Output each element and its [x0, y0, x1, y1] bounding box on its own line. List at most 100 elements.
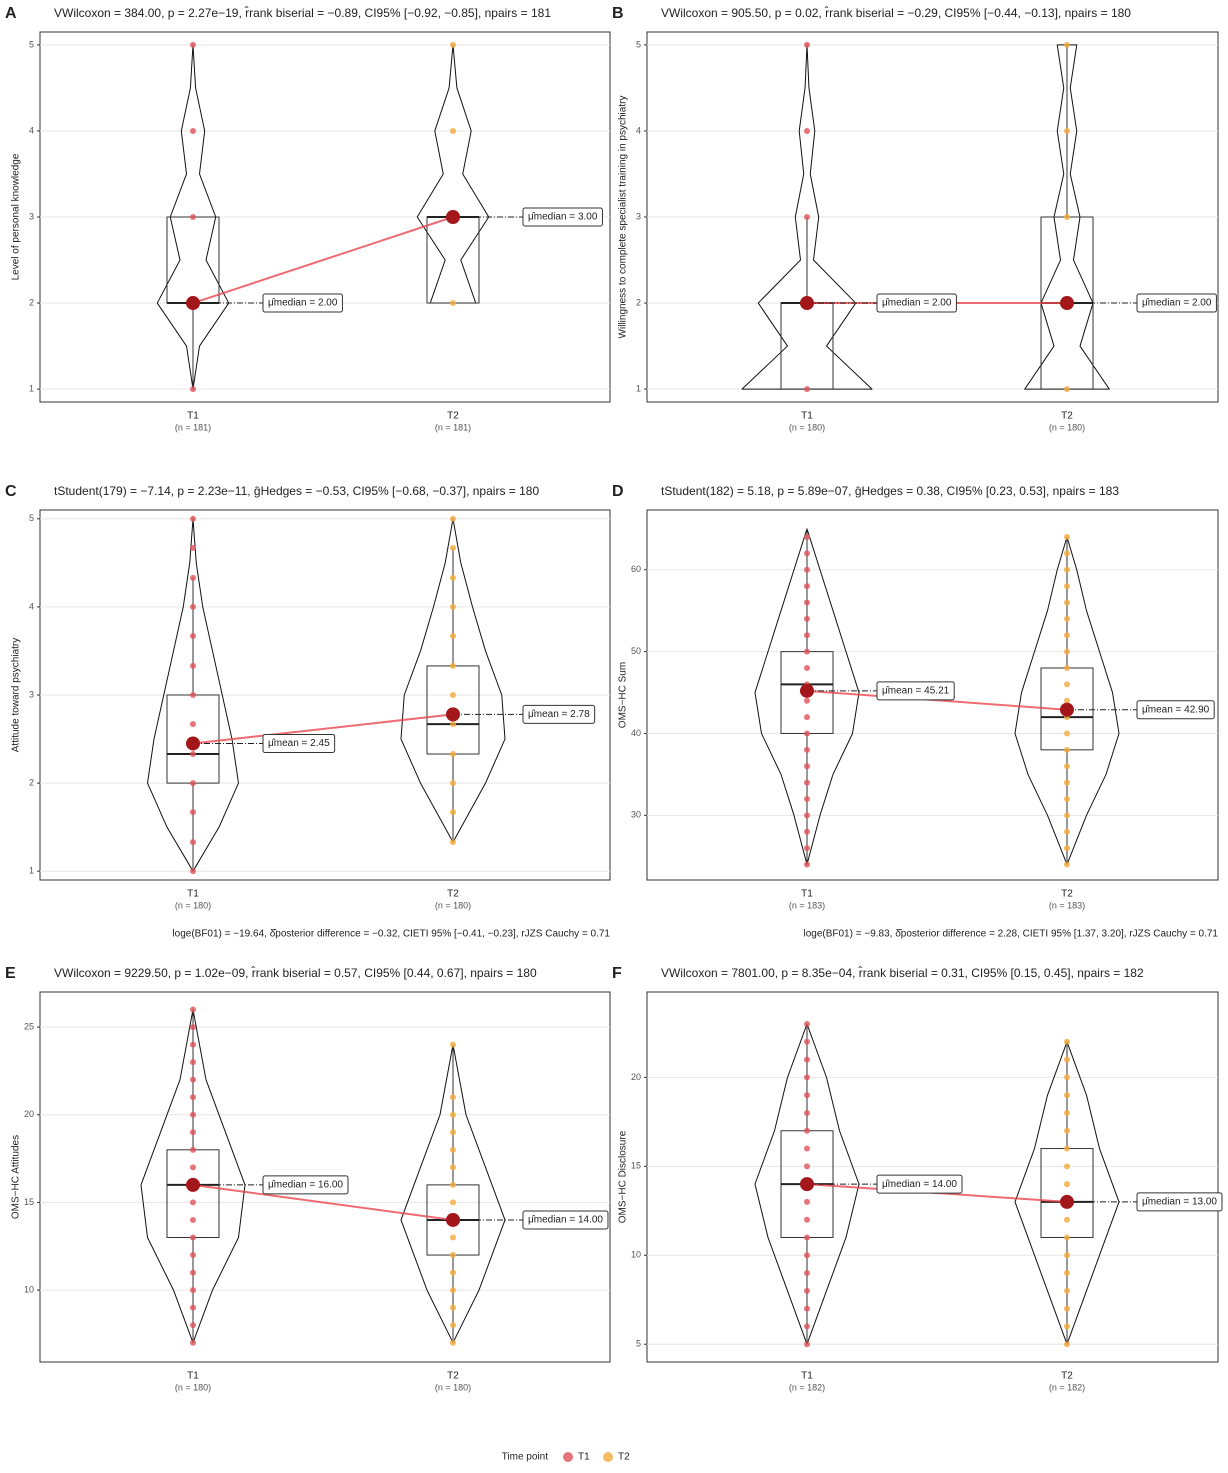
y-tick-label: 5 — [636, 1339, 641, 1349]
data-point — [804, 1127, 810, 1134]
center-point — [1060, 1194, 1074, 1209]
data-point — [1064, 1056, 1070, 1063]
legend-label: T2 — [618, 1452, 630, 1463]
subtitle: VWilcoxon = 9229.50, p = 1.02e−09, r̂ran… — [54, 965, 537, 980]
label-box — [262, 1175, 349, 1195]
data-point — [1064, 1181, 1070, 1188]
y-tick-label: 2 — [636, 297, 641, 307]
data-point — [450, 544, 456, 551]
data-point — [1064, 214, 1070, 220]
center-line — [192, 216, 454, 304]
data-point — [1064, 795, 1070, 802]
n-label: (n = 180) — [1049, 422, 1085, 432]
center-label: μ̂mean = 2.78 — [528, 708, 590, 720]
data-point — [804, 386, 810, 393]
center-label: μ̂median = 2.00 — [268, 297, 338, 309]
y-tick-label: 15 — [631, 1161, 641, 1171]
data-point — [804, 1270, 810, 1277]
panel-letter: F — [612, 965, 622, 982]
data-point — [804, 861, 810, 868]
data-point — [190, 1322, 196, 1329]
data-point — [804, 664, 810, 671]
data-point — [804, 566, 810, 573]
data-point — [190, 515, 196, 522]
x-tick-label: T2 — [447, 1371, 459, 1382]
data-point — [450, 1181, 456, 1188]
label-box — [262, 733, 336, 753]
y-tick-label: 1 — [29, 383, 34, 393]
data-point — [1064, 386, 1070, 393]
data-point — [1064, 1216, 1070, 1223]
panel-letter: D — [612, 483, 624, 500]
data-point — [190, 127, 196, 134]
data-point — [450, 1094, 456, 1101]
data-point — [450, 1252, 456, 1259]
data-point — [190, 1059, 196, 1066]
label-box — [1136, 700, 1215, 720]
data-point — [190, 1199, 196, 1206]
data-point — [804, 550, 810, 557]
n-label: (n = 182) — [789, 1382, 825, 1392]
data-point — [450, 300, 456, 307]
data-point — [804, 534, 810, 541]
data-point — [190, 1111, 196, 1118]
data-point — [450, 632, 456, 639]
data-point — [190, 632, 196, 639]
subtitle: tStudent(179) = −7.14, p = 2.23e−11, ĝHe… — [54, 484, 539, 498]
center-label: μ̂median = 14.00 — [528, 1214, 603, 1226]
y-tick-label: 40 — [631, 728, 641, 738]
data-point — [190, 1339, 196, 1346]
data-point — [804, 615, 810, 622]
y-tick-label: 20 — [24, 1109, 34, 1119]
data-point — [804, 746, 810, 753]
n-label: (n = 183) — [789, 900, 825, 910]
data-point — [804, 1216, 810, 1223]
panel-letter: A — [5, 5, 17, 22]
data-point — [190, 1252, 196, 1259]
data-point — [190, 214, 196, 220]
data-point — [1064, 1234, 1070, 1241]
data-point — [804, 763, 810, 770]
data-point — [1064, 730, 1070, 737]
data-point — [450, 1129, 456, 1136]
center-label: μ̂median = 13.00 — [1142, 1196, 1217, 1208]
data-point — [190, 1094, 196, 1101]
data-point — [804, 828, 810, 835]
y-tick-label: 4 — [29, 125, 34, 135]
data-point — [190, 780, 196, 787]
data-point — [450, 1269, 456, 1276]
data-point — [804, 795, 810, 802]
center-point — [186, 736, 200, 751]
data-point — [190, 386, 196, 393]
data-point — [190, 603, 196, 610]
data-point — [450, 127, 456, 134]
y-axis-label: OMS−HC Attitudes — [11, 1135, 22, 1219]
label-box — [522, 1210, 609, 1230]
data-point — [450, 515, 456, 522]
data-point — [190, 1287, 196, 1294]
data-point — [804, 648, 810, 655]
data-point — [1064, 534, 1070, 541]
data-point — [804, 41, 810, 48]
data-point — [1064, 599, 1070, 606]
panel-letter: B — [612, 5, 624, 22]
data-point — [804, 779, 810, 786]
caption: loge(BF01) = −9.83, δ̂posterior differen… — [803, 928, 1218, 940]
x-tick-label: T1 — [801, 889, 813, 900]
data-point — [1064, 1145, 1070, 1152]
label-box — [1136, 293, 1217, 313]
data-point — [450, 41, 456, 48]
data-point — [190, 751, 196, 758]
data-point — [1064, 1074, 1070, 1081]
y-tick-label: 1 — [29, 866, 34, 876]
data-point — [804, 1287, 810, 1294]
data-point — [1064, 583, 1070, 590]
data-point — [804, 632, 810, 639]
data-point — [450, 839, 456, 846]
y-tick-label: 30 — [631, 810, 641, 820]
center-label: μ̂median = 2.00 — [882, 297, 952, 309]
data-point — [190, 721, 196, 728]
data-point — [1064, 1127, 1070, 1134]
data-point — [1064, 41, 1070, 48]
